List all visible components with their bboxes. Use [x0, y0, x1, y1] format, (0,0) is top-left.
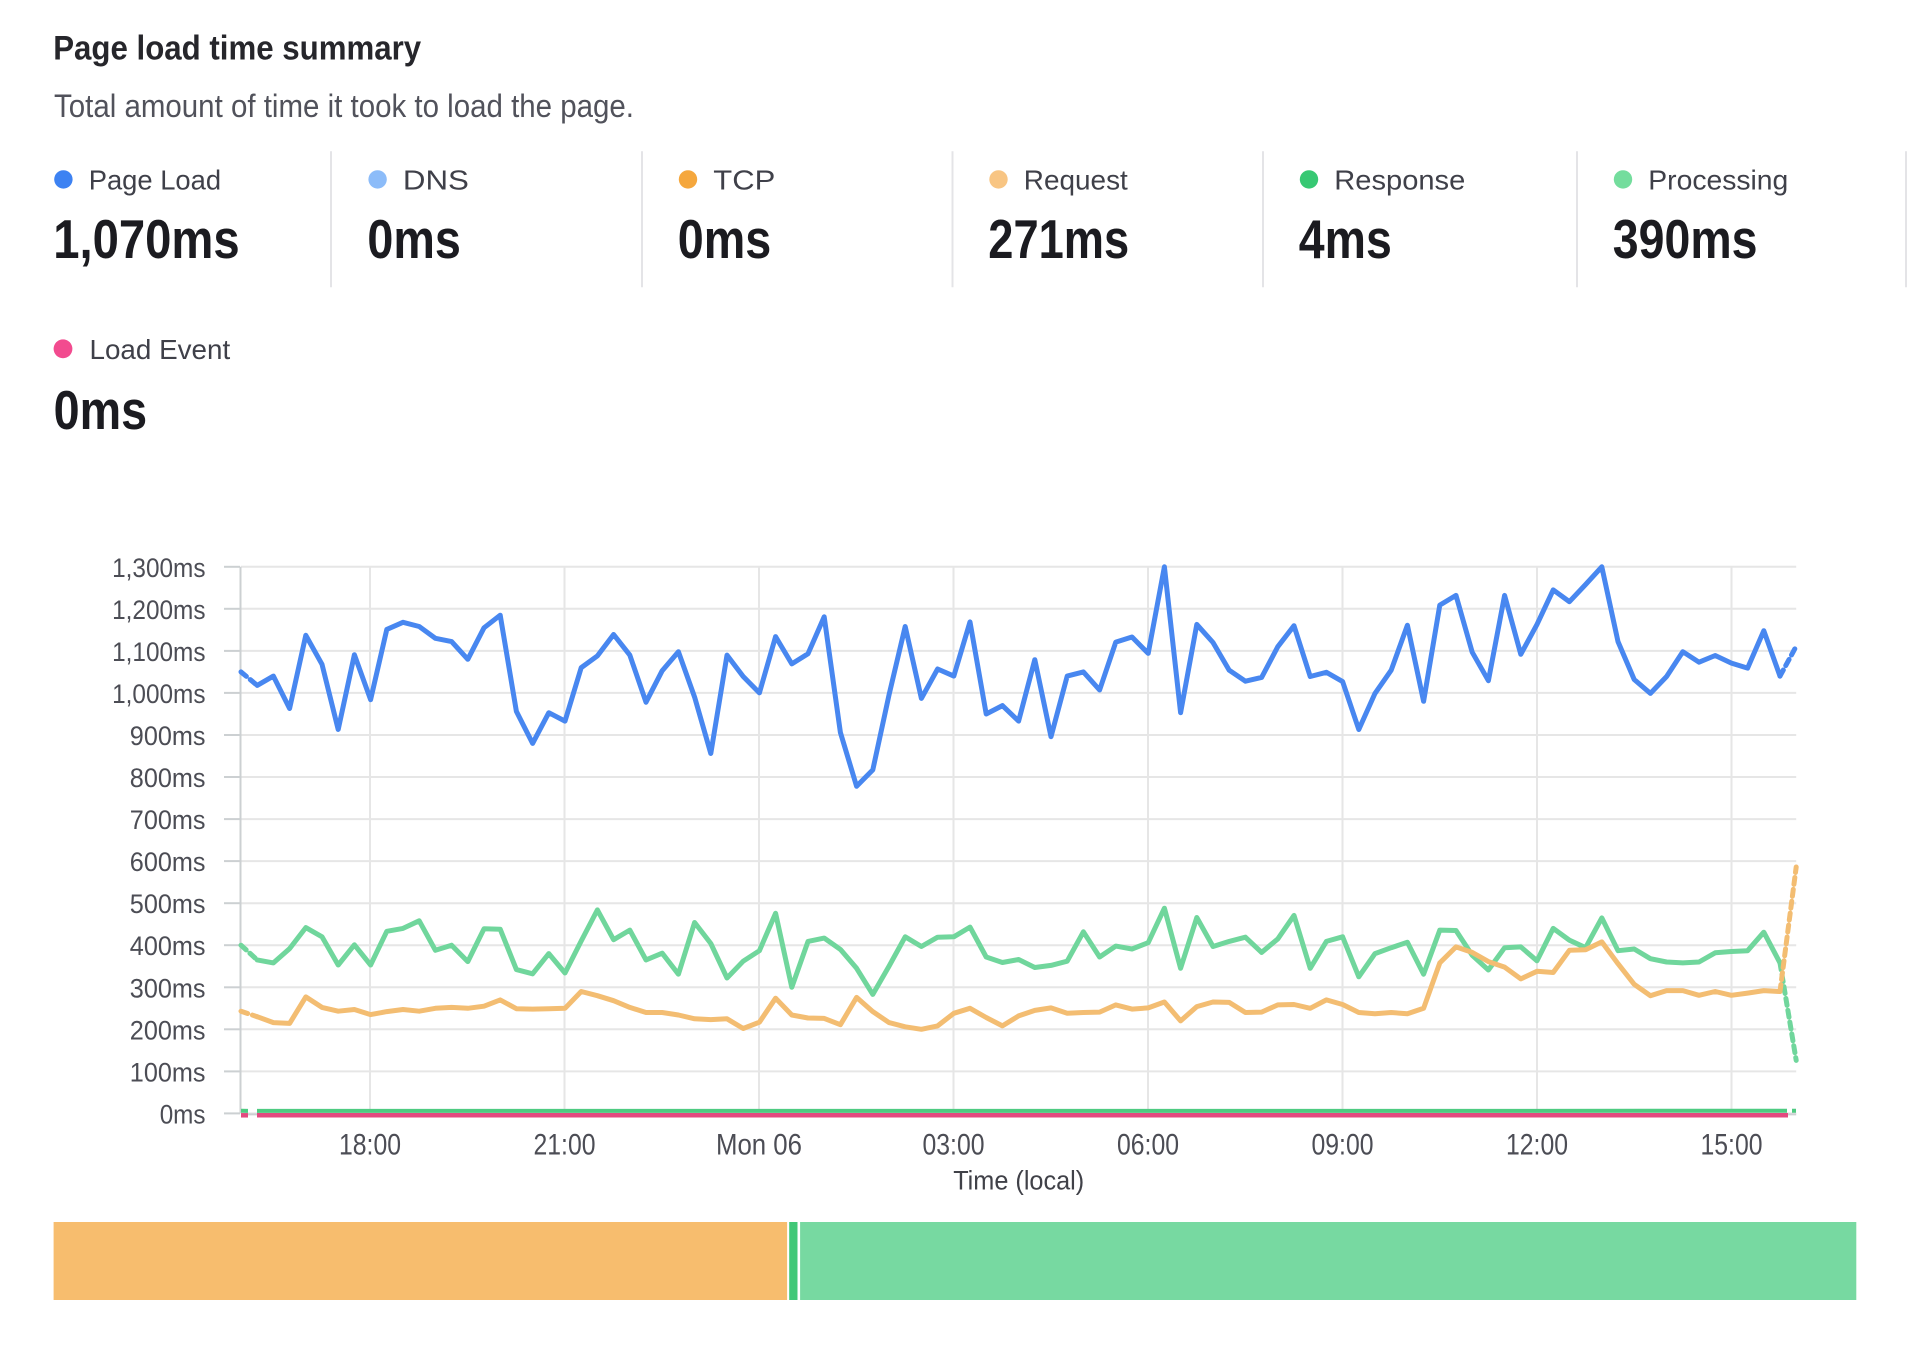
svg-text:800ms: 800ms [130, 763, 206, 793]
svg-text:Time (local): Time (local) [953, 1165, 1084, 1195]
svg-text:Response: Response [1334, 164, 1465, 195]
svg-text:TCP: TCP [713, 164, 775, 195]
svg-text:900ms: 900ms [130, 721, 206, 751]
svg-text:03:00: 03:00 [923, 1129, 985, 1162]
svg-text:300ms: 300ms [130, 973, 206, 1003]
svg-text:15:00: 15:00 [1701, 1129, 1763, 1162]
svg-text:1,100ms: 1,100ms [112, 637, 205, 667]
svg-text:Processing: Processing [1648, 164, 1788, 195]
svg-text:Request: Request [1024, 164, 1128, 195]
svg-text:Mon 06: Mon 06 [716, 1129, 802, 1162]
svg-text:0ms: 0ms [678, 208, 772, 270]
svg-text:600ms: 600ms [130, 847, 206, 877]
svg-text:Load Event: Load Event [90, 334, 231, 365]
svg-text:12:00: 12:00 [1506, 1129, 1568, 1162]
svg-text:21:00: 21:00 [534, 1129, 596, 1162]
svg-text:700ms: 700ms [130, 805, 206, 835]
svg-text:400ms: 400ms [130, 931, 206, 961]
svg-text:271ms: 271ms [988, 208, 1129, 270]
svg-text:1,070ms: 1,070ms [53, 208, 240, 270]
svg-text:06:00: 06:00 [1117, 1129, 1179, 1162]
svg-text:DNS: DNS [403, 164, 469, 195]
svg-text:0ms: 0ms [160, 1099, 206, 1129]
svg-text:390ms: 390ms [1613, 208, 1758, 270]
svg-text:500ms: 500ms [130, 889, 206, 919]
svg-text:1,300ms: 1,300ms [112, 553, 205, 583]
svg-text:0ms: 0ms [367, 208, 461, 270]
svg-text:Page Load: Page Load [89, 164, 221, 195]
svg-text:1,200ms: 1,200ms [112, 595, 205, 625]
svg-text:100ms: 100ms [130, 1057, 206, 1087]
svg-text:Page load time summary: Page load time summary [53, 30, 421, 68]
svg-text:0ms: 0ms [54, 379, 148, 441]
svg-text:1,000ms: 1,000ms [112, 679, 205, 709]
svg-text:200ms: 200ms [130, 1015, 206, 1045]
svg-text:09:00: 09:00 [1312, 1129, 1374, 1162]
svg-text:18:00: 18:00 [339, 1129, 401, 1162]
svg-text:4ms: 4ms [1299, 208, 1392, 270]
svg-text:Total amount of time it took t: Total amount of time it took to load the… [54, 88, 634, 124]
